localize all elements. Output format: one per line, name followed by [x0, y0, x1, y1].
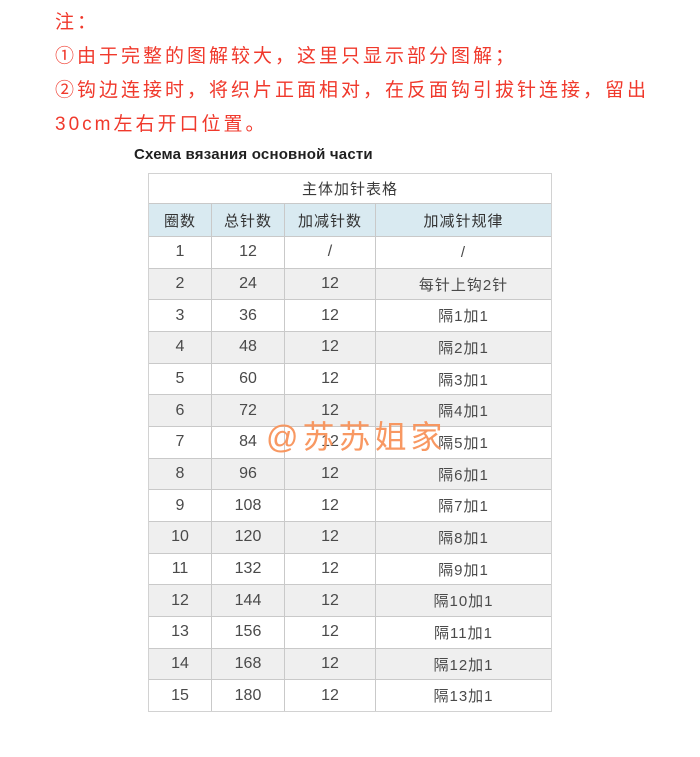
- table-cell: 12: [284, 585, 375, 617]
- note-heading: 注：: [55, 12, 100, 33]
- table-row: 12 144 12 隔10加1: [149, 584, 551, 617]
- column-header-increase-count: 加减针数: [284, 204, 375, 236]
- table-cell: 4: [175, 338, 185, 356]
- table-cell: 12: [284, 268, 375, 300]
- table-cell: 12: [284, 680, 375, 712]
- table-cell: 72: [211, 395, 284, 427]
- table-title: 主体加针表格: [149, 174, 551, 204]
- table-cell: 3: [175, 306, 185, 324]
- table-cell: 24: [211, 268, 284, 300]
- table-cell: 156: [211, 617, 284, 648]
- table-cell: 隔13加1: [375, 680, 551, 712]
- table-cell: 12: [284, 617, 375, 648]
- table-cell: 60: [211, 363, 284, 395]
- note-line-1: ①由于完整的图解较大，这里只显示部分图解；: [55, 46, 518, 67]
- table-cell: 隔9加1: [375, 553, 551, 585]
- column-header-rounds: 圈数: [163, 212, 196, 230]
- table-cell: 11: [171, 560, 189, 578]
- table-row: 4 48 12 隔2加1: [149, 331, 551, 363]
- table-cell: 隔5加1: [375, 427, 551, 458]
- table-cell: 隔10加1: [375, 585, 551, 617]
- table-cell: 2: [175, 275, 185, 292]
- table-cell: 12: [284, 427, 375, 458]
- table-row: 2 24 12 每针上钩2针: [149, 267, 551, 300]
- table-cell: 隔7加1: [375, 490, 551, 522]
- table-cell: 隔4加1: [375, 395, 551, 427]
- table-cell: /: [375, 237, 551, 268]
- table-cell: 96: [211, 458, 284, 490]
- table-cell: 6: [175, 401, 185, 419]
- watermark: @苏苏姐家: [266, 419, 447, 455]
- table-cell: 1: [175, 243, 185, 261]
- table-row: 13 156 12 隔11加1: [149, 616, 551, 648]
- table-cell: 12: [284, 332, 375, 363]
- column-header-increase-rule: 加减针规律: [375, 204, 551, 236]
- note-line-3: 30cm左右开口位置。: [55, 114, 268, 135]
- table-cell: 每针上钩2针: [375, 268, 551, 300]
- table-cell: 12: [284, 522, 375, 553]
- table-cell: 132: [211, 553, 284, 585]
- table-header-row: 圈数 总针数 加减针数 加减针规律: [149, 204, 551, 236]
- table-row: 10 120 12 隔8加1: [149, 521, 551, 553]
- table-row: 6 72 12 隔4加1: [149, 394, 551, 427]
- table-row: 5 60 12 隔3加1: [149, 362, 551, 395]
- table-cell: 5: [175, 370, 185, 388]
- table-row: 14 168 12 隔12加1: [149, 647, 551, 680]
- table-row: 11 132 12 隔9加1: [149, 552, 551, 585]
- table-cell: 7: [175, 433, 185, 451]
- table-cell: 12: [284, 458, 375, 490]
- table-cell: 9: [175, 496, 185, 514]
- column-header-total-stitches: 总针数: [211, 204, 284, 236]
- table-cell: 12: [284, 363, 375, 395]
- table-cell: 13: [171, 623, 189, 641]
- notes-block: 注： ①由于完整的图解较大，这里只显示部分图解； ②钩边连接时，将织片正面相对，…: [55, 6, 675, 142]
- table-cell: 180: [211, 680, 284, 712]
- table-cell: 120: [211, 522, 284, 553]
- table-row: 9 108 12 隔7加1: [149, 489, 551, 522]
- table-cell: 隔11加1: [375, 617, 551, 648]
- table-cell: 隔6加1: [375, 458, 551, 490]
- table-cell: 隔3加1: [375, 363, 551, 395]
- table-row: 3 36 12 隔1加1: [149, 299, 551, 332]
- table-cell: 隔8加1: [375, 522, 551, 553]
- table-cell: 隔2加1: [375, 332, 551, 363]
- table-row: 1 12 / /: [149, 236, 551, 268]
- table-cell: 15: [171, 686, 189, 704]
- table-cell: 12: [284, 648, 375, 680]
- schema-caption: Схема вязания основной части: [134, 146, 373, 163]
- table-cell: 12: [284, 395, 375, 427]
- table-cell: 12: [284, 553, 375, 585]
- table-cell: 108: [211, 490, 284, 522]
- increase-table: 主体加针表格 圈数 总针数 加减针数 加减针规律 1 12 / / 2 24 1…: [148, 173, 552, 712]
- table-cell: 10: [171, 528, 189, 546]
- table-cell: 36: [211, 300, 284, 332]
- table-cell: 168: [211, 648, 284, 680]
- table-cell: 8: [175, 465, 185, 483]
- note-line-2: ②钩边连接时，将织片正面相对，在反面钩引拔针连接，留出: [55, 80, 650, 101]
- table-cell: /: [284, 237, 375, 268]
- table-cell: 12: [171, 591, 189, 609]
- table-cell: 12: [284, 300, 375, 332]
- table-cell: 隔1加1: [375, 300, 551, 332]
- table-cell: 隔12加1: [375, 648, 551, 680]
- table-cell: 12: [284, 490, 375, 522]
- table-cell: 48: [211, 332, 284, 363]
- table-cell: 14: [171, 655, 189, 673]
- table-row: 15 180 12 隔13加1: [149, 679, 551, 712]
- table-cell: 84: [211, 427, 284, 458]
- table-row: 7 84 12 隔5加1: [149, 426, 551, 458]
- table-cell: 12: [211, 237, 284, 268]
- table-row: 8 96 12 隔6加1: [149, 457, 551, 490]
- table-cell: 144: [211, 585, 284, 617]
